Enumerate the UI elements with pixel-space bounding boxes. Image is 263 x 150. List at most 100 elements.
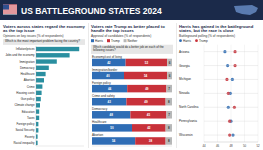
- bar: [36, 91, 42, 95]
- legend-label: Neither: [128, 39, 138, 43]
- category-label: Healthcare: [92, 120, 107, 124]
- bar-segment: [167, 59, 172, 66]
- text-line: as the top issue: [3, 28, 35, 33]
- text-line: Which is the most important problem faci…: [5, 39, 80, 43]
- category-label: Immigration: [19, 60, 34, 64]
- panel-divider: [176, 23, 177, 148]
- panel-2: Harris has gained in the battlegroundsta…: [179, 24, 260, 148]
- bar: [36, 128, 38, 132]
- bar: [36, 103, 40, 107]
- bar: [36, 134, 38, 138]
- bar: [36, 122, 38, 126]
- legend-swatch: [195, 39, 198, 42]
- bar-segment: [124, 72, 167, 79]
- category-label: Wisconsin: [179, 133, 193, 137]
- category-label: Jobs and the economy: [5, 53, 35, 57]
- axis-line: [36, 46, 37, 146]
- tick-label: 46: [216, 144, 220, 148]
- bar: [36, 84, 42, 88]
- bars: [36, 47, 79, 145]
- legend-label: Harris: [183, 39, 191, 43]
- flag-canton: [3, 5, 9, 10]
- axis-line: [36, 146, 84, 147]
- bar-segment: [130, 111, 166, 118]
- data-label: 6: [169, 74, 171, 78]
- legend-swatch: [91, 39, 94, 42]
- data-label: 45: [147, 113, 151, 117]
- axis-line: [204, 142, 258, 143]
- tick-label: 52: [256, 144, 260, 148]
- category-label: Social Security: [15, 128, 35, 132]
- legend-label: Trump: [199, 39, 208, 43]
- panel-title: Voters across states regard the economya…: [3, 24, 86, 34]
- lane-line: [204, 107, 258, 108]
- panel-0: Voters across states regard the economya…: [3, 24, 86, 147]
- header-title: US BATTLEGROUND STATES 2024: [21, 6, 162, 16]
- category-label: Democracy: [92, 107, 108, 111]
- bar-segment: [92, 85, 127, 92]
- annotation-box: [3, 39, 85, 45]
- category-label: Foreign policy: [17, 122, 36, 126]
- legend-label: Harris: [95, 39, 103, 43]
- data-label: 49: [144, 100, 148, 104]
- data-label: 42: [147, 126, 151, 130]
- bar-segment: [135, 137, 165, 144]
- bar: [36, 141, 38, 145]
- bar-segment: [126, 59, 168, 66]
- annotation: Which candidate would do a better job on…: [93, 45, 164, 53]
- data-label: 43: [108, 100, 112, 104]
- data-label: 8: [168, 100, 170, 104]
- data-label: 42: [107, 61, 111, 65]
- data-label: 54: [112, 139, 116, 143]
- panel-divider: [88, 23, 89, 148]
- flag-stripe: [3, 13, 17, 14]
- panel-1: Voters rate Trump as better placed tohan…: [91, 24, 173, 147]
- category-label: Economy/cost of living: [92, 55, 122, 59]
- text-line: Approval of candidates (% of respondents…: [91, 34, 151, 38]
- text-line: following issues?: [93, 48, 116, 52]
- bar: [36, 72, 46, 76]
- bar-segment: [167, 72, 172, 79]
- bar-segment: [166, 137, 172, 144]
- text-line: states, but the race is close: [179, 28, 234, 33]
- annotation-box: [91, 45, 173, 54]
- text-line: Opinions on key issues (% of respondents…: [3, 34, 64, 38]
- flag-field: [3, 5, 17, 15]
- legend-swatch: [179, 39, 182, 42]
- panel-title: Harris has gained in the battlegroundsta…: [179, 24, 254, 34]
- lane-line: [204, 121, 258, 122]
- category-label: Housing costs: [16, 91, 35, 95]
- bar: [36, 66, 49, 70]
- bar: [36, 109, 39, 113]
- bar: [36, 53, 70, 57]
- bars: [92, 59, 172, 145]
- data-label: 38: [149, 139, 153, 143]
- category-label: Foreign policy: [92, 81, 111, 85]
- category-label: Racial inequality: [13, 141, 35, 145]
- bar: [36, 78, 44, 82]
- panel-subtitle: Battleground polling (% of respondents): [179, 34, 235, 38]
- data-label: 52: [145, 61, 149, 65]
- bar-segment: [166, 85, 172, 92]
- axis-line: [92, 146, 172, 147]
- map-icon: [234, 5, 258, 15]
- bar-segment: [92, 59, 126, 66]
- panel-subtitle: Opinions on key issues (% of respondents…: [3, 34, 64, 38]
- category-label: Pennsylvania: [179, 119, 197, 123]
- tick-label: 50: [243, 144, 247, 148]
- data-label: 50: [110, 126, 114, 130]
- bar-segment: [132, 124, 166, 131]
- category-label: Crime and safety: [92, 94, 115, 98]
- category-label: Arizona: [179, 50, 190, 54]
- category-label: Education: [22, 110, 35, 114]
- panel-subtitle: Approval of candidates (% of respondents…: [91, 34, 151, 38]
- legend-swatch: [124, 39, 127, 42]
- bar-segment: [126, 98, 165, 105]
- category-label: Healthcare: [21, 72, 35, 76]
- category-label: Inflation/prices: [16, 47, 35, 51]
- category-label: Crime: [27, 85, 35, 89]
- flag-icon: [3, 5, 17, 15]
- data-label: 44: [108, 87, 112, 91]
- bar-segment: [92, 98, 126, 105]
- data-label: 8: [168, 126, 170, 130]
